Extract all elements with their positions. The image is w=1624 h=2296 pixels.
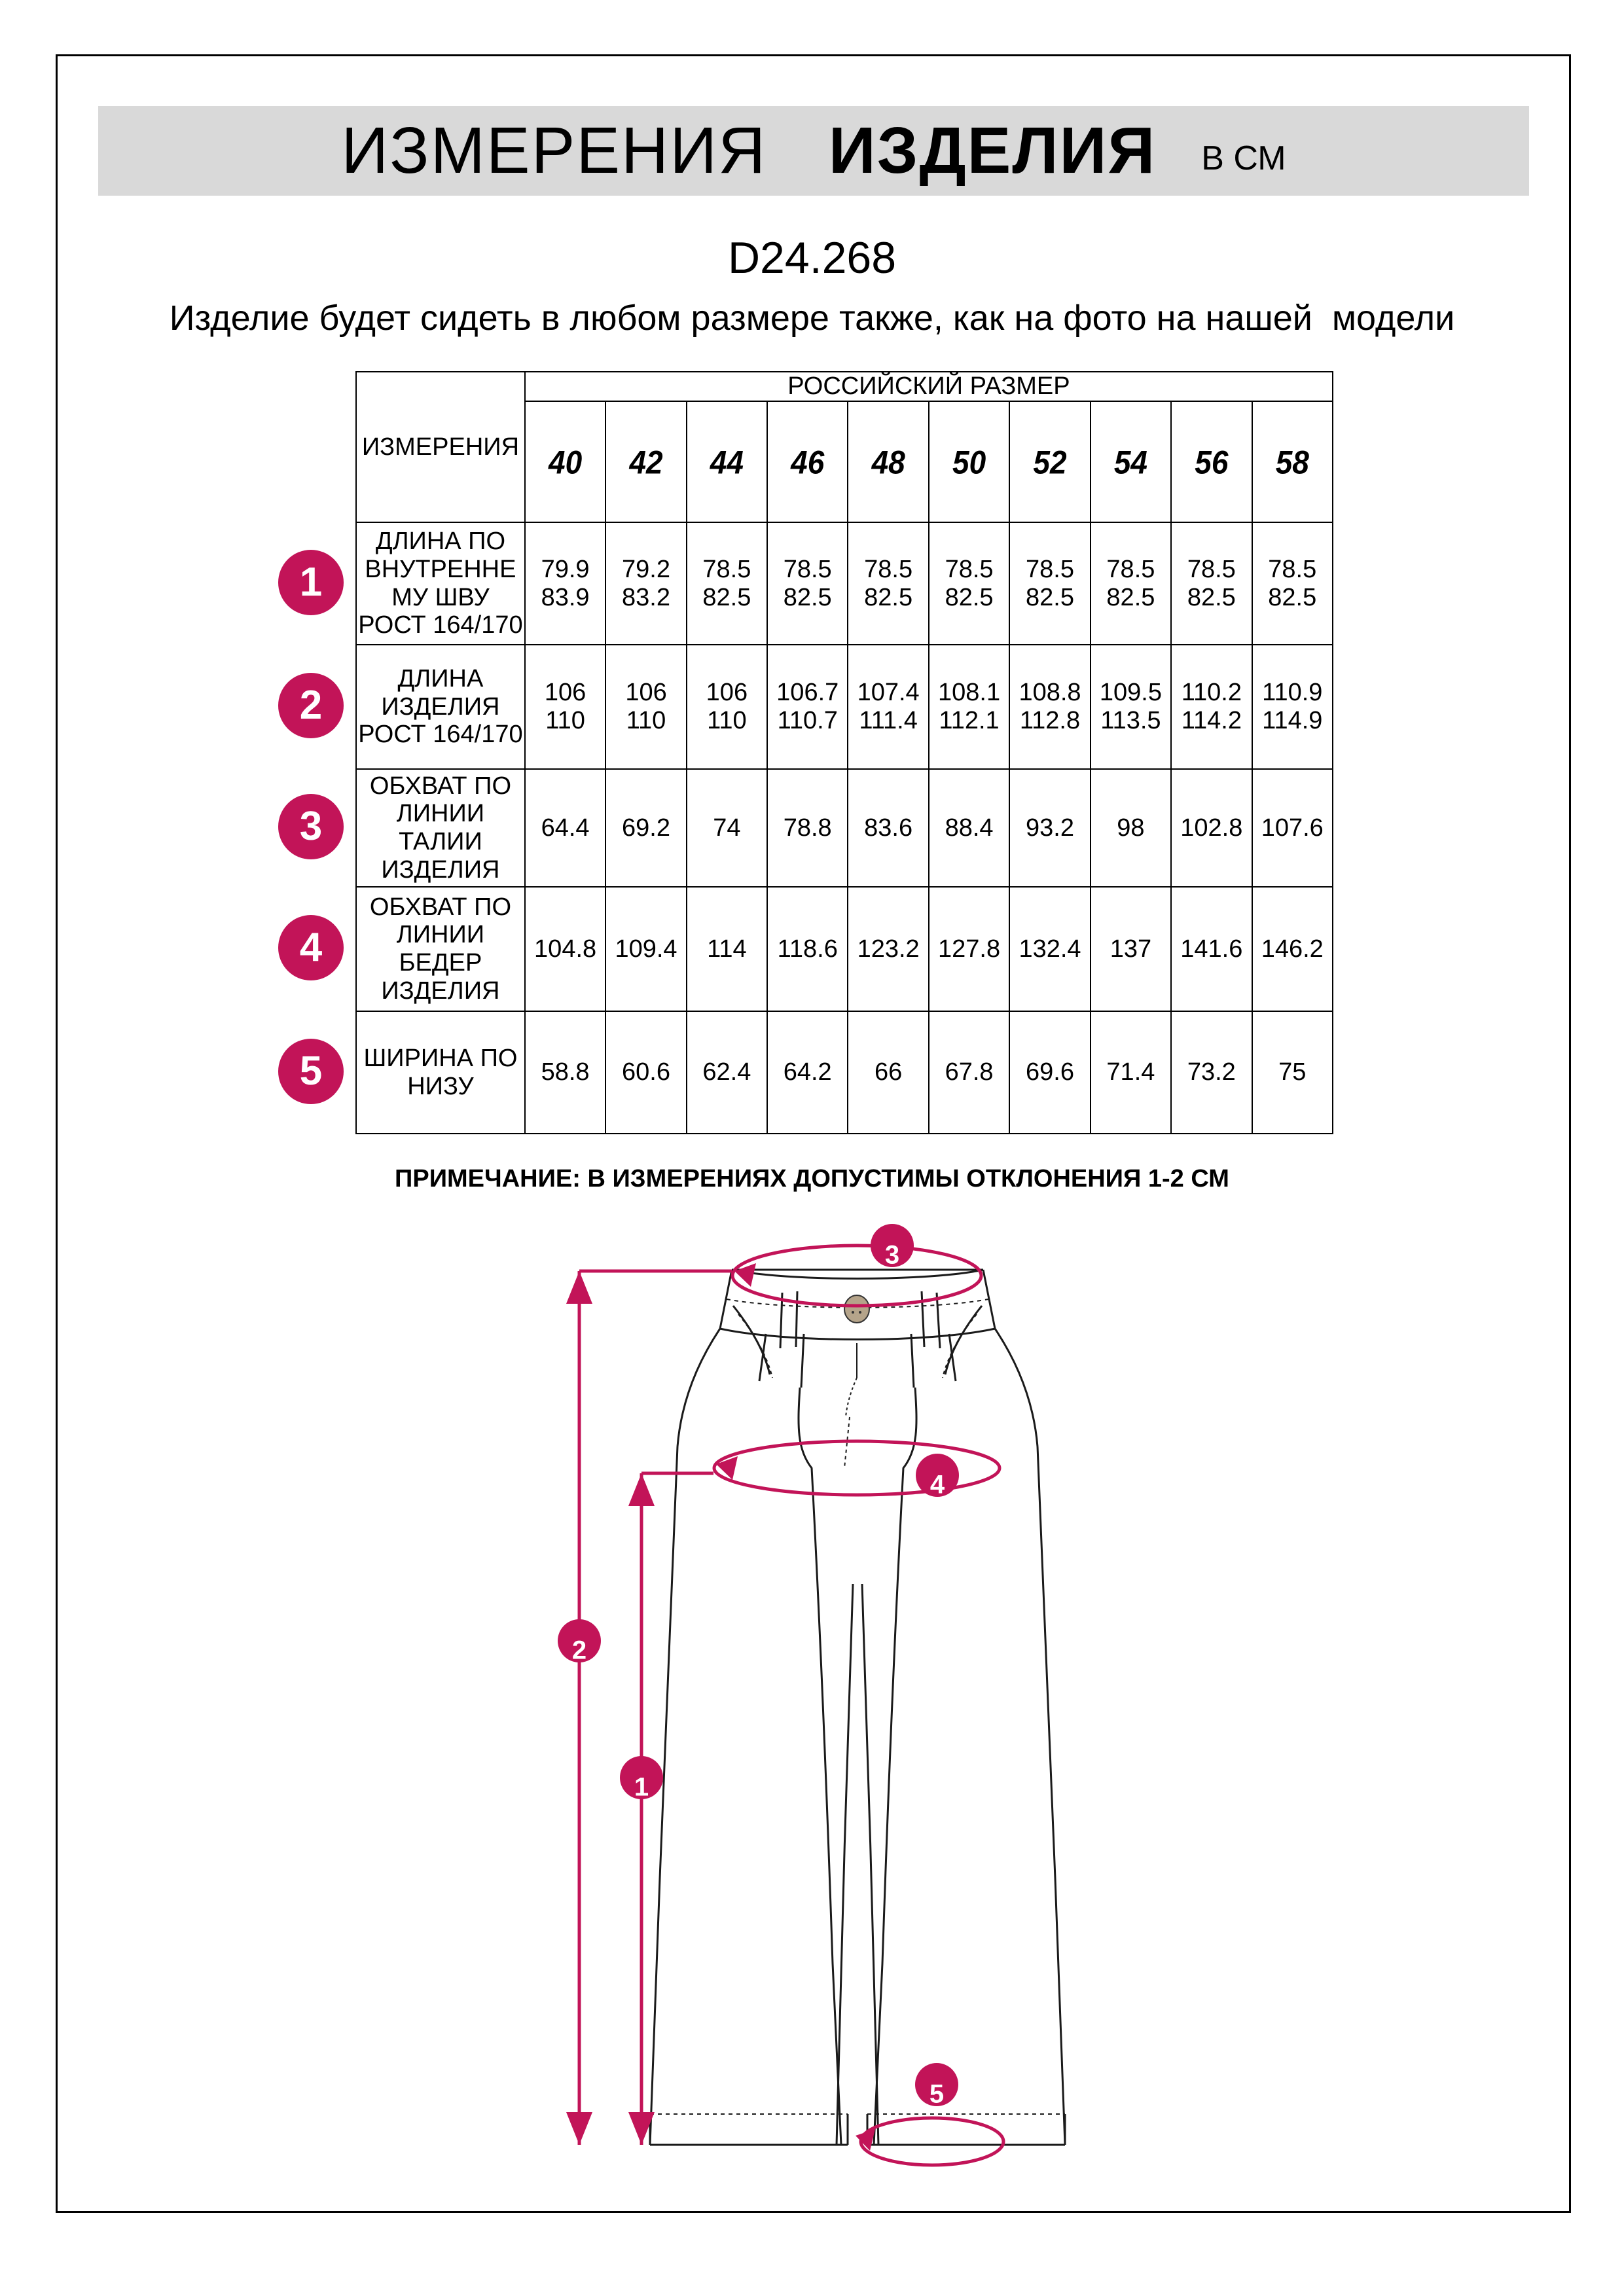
svg-text:2: 2: [572, 1636, 586, 1665]
svg-text:3: 3: [885, 1241, 899, 1270]
svg-text:4: 4: [930, 1471, 945, 1499]
svg-text:5: 5: [929, 2080, 944, 2109]
svg-text:1: 1: [634, 1773, 649, 1802]
